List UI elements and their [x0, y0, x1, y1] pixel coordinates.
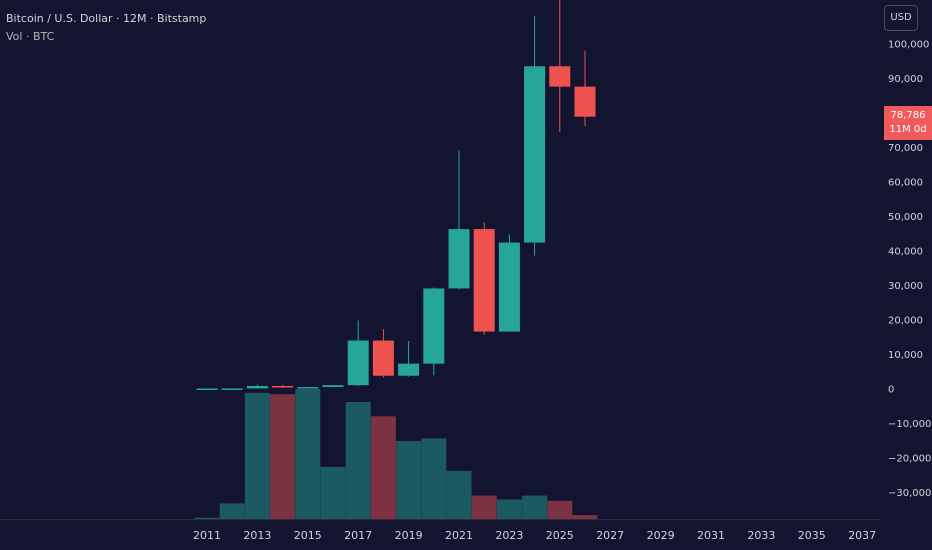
x-tick-label: 2023	[495, 529, 523, 542]
candle-body	[196, 388, 218, 390]
candle-2014[interactable]	[272, 385, 294, 388]
volume-bar-2016	[320, 467, 346, 519]
candle-2024[interactable]	[524, 15, 546, 256]
y-tick-label: 90,000	[888, 74, 923, 85]
x-tick-label: 2031	[697, 529, 725, 542]
candle-body	[246, 385, 268, 389]
candle-2023[interactable]	[498, 234, 520, 332]
candle-2021[interactable]	[448, 150, 470, 290]
candle-body	[272, 385, 294, 388]
x-tick-label: 2013	[243, 529, 271, 542]
candle-body	[498, 242, 520, 332]
candle-body	[423, 288, 445, 364]
candle-2025[interactable]	[549, 0, 571, 132]
y-tick-label: 20,000	[888, 316, 923, 327]
candle-body	[549, 66, 571, 87]
x-tick-label: 2019	[395, 529, 423, 542]
volume-bar-2024	[522, 495, 548, 519]
y-tick-label: 100,000	[888, 40, 929, 51]
y-tick-label: 10,000	[888, 350, 923, 361]
x-tick-label: 2037	[848, 529, 876, 542]
volume-bar-2019	[396, 441, 422, 519]
volume-bar-2020	[421, 438, 447, 519]
bar-countdown: 11M 0d	[889, 124, 927, 135]
candle-body	[347, 340, 369, 386]
x-tick-label: 2035	[798, 529, 826, 542]
candle-2012[interactable]	[221, 388, 243, 390]
volume-legend[interactable]: Vol · BTC	[6, 30, 55, 43]
y-tick-label: 30,000	[888, 281, 923, 292]
candle-2020[interactable]	[423, 287, 445, 376]
volume-bar-2017	[345, 402, 371, 519]
candle-2017[interactable]	[347, 320, 369, 386]
candle-body	[398, 363, 420, 376]
candle-2019[interactable]	[398, 340, 420, 377]
x-tick-label: 2017	[344, 529, 372, 542]
candle-2015[interactable]	[297, 386, 319, 389]
y-tick-label: 70,000	[888, 143, 923, 154]
volume-bar-2011	[194, 517, 220, 519]
candle-body	[372, 340, 394, 376]
y-tick-label: −30,000	[888, 488, 931, 499]
candle-body	[297, 387, 319, 389]
volume-bar-2018	[370, 416, 396, 519]
x-tick-label: 2025	[546, 529, 574, 542]
volume-bar-2014	[270, 394, 296, 519]
x-tick-label: 2011	[193, 529, 221, 542]
last-price-badge: 78,786 11M 0d	[884, 106, 932, 140]
x-tick-label: 2033	[747, 529, 775, 542]
candle-2018[interactable]	[372, 329, 394, 378]
volume-bar-2015	[295, 389, 321, 519]
volume-bar-2012	[219, 503, 245, 519]
volume-bar-2021	[446, 470, 472, 519]
y-tick-label: 50,000	[888, 212, 923, 223]
volume-layer	[194, 389, 598, 519]
candle-2013[interactable]	[246, 384, 268, 389]
y-tick-label: −20,000	[888, 454, 931, 465]
volume-bar-2023	[496, 499, 522, 519]
volume-bar-2025	[547, 500, 573, 519]
candle-body	[473, 229, 495, 332]
volume-bar-2026	[572, 515, 598, 519]
x-axis: 2011 2013 2015 2017 2019 2021 2023 2025 2027 2029…	[193, 529, 876, 542]
x-tick-label: 2029	[647, 529, 675, 542]
candle-body	[448, 229, 470, 289]
last-price: 78,786	[890, 110, 926, 121]
x-tick-label: 2027	[596, 529, 624, 542]
y-tick-label: 40,000	[888, 247, 923, 258]
currency-button[interactable]: USD	[884, 5, 918, 31]
candle-2022[interactable]	[473, 222, 495, 336]
candle-2016[interactable]	[322, 385, 344, 388]
x-tick-label: 2021	[445, 529, 473, 542]
y-tick-label: 60,000	[888, 178, 923, 189]
x-tick-label: 2015	[294, 529, 322, 542]
candle-2011[interactable]	[196, 388, 218, 390]
symbol-title[interactable]: Bitcoin / U.S. Dollar · 12M · Bitstamp	[6, 12, 207, 25]
candle-body	[322, 385, 344, 388]
candle-2026[interactable]	[574, 50, 596, 127]
chart-legend: Bitcoin / U.S. Dollar · 12M · Bitstamp V…	[6, 10, 206, 46]
volume-bar-2022	[471, 495, 497, 519]
volume-bar-2013	[244, 392, 270, 519]
candle-body	[221, 388, 243, 390]
y-tick-label: 0	[888, 385, 894, 396]
candle-body	[524, 66, 546, 243]
candle-layer	[196, 0, 596, 390]
y-tick-label: −10,000	[888, 419, 931, 430]
candle-body	[574, 86, 596, 117]
